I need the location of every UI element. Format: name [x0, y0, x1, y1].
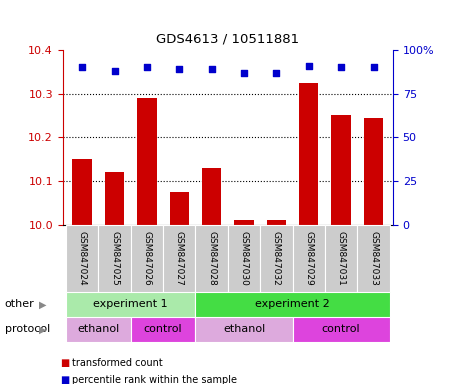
Text: experiment 2: experiment 2 [255, 299, 330, 310]
Text: ■: ■ [60, 358, 70, 368]
Text: control: control [144, 324, 182, 334]
Bar [163, 225, 195, 292]
Bar [195, 292, 390, 317]
Point [111, 68, 118, 74]
Text: control: control [322, 324, 360, 334]
Bar [66, 292, 195, 317]
Point [176, 66, 183, 72]
Bar [332, 116, 351, 225]
Text: GSM847029: GSM847029 [304, 231, 313, 286]
Text: ▶: ▶ [39, 299, 46, 310]
Bar [202, 168, 221, 225]
Bar [137, 98, 157, 225]
Title: GDS4613 / 10511881: GDS4613 / 10511881 [156, 33, 299, 46]
Text: GSM847026: GSM847026 [142, 231, 152, 286]
Text: other: other [5, 299, 34, 310]
Bar [195, 225, 228, 292]
Text: GSM847027: GSM847027 [175, 231, 184, 286]
Text: GSM847030: GSM847030 [239, 231, 248, 286]
Text: GSM847024: GSM847024 [78, 231, 86, 286]
Point [305, 63, 312, 69]
Text: GSM847031: GSM847031 [337, 231, 345, 286]
Text: ■: ■ [60, 375, 70, 384]
Text: GSM847032: GSM847032 [272, 231, 281, 286]
Bar [131, 317, 195, 342]
Bar [292, 317, 390, 342]
Point [370, 65, 377, 71]
Text: percentile rank within the sample: percentile rank within the sample [72, 375, 237, 384]
Point [272, 70, 280, 76]
Text: GSM847028: GSM847028 [207, 231, 216, 286]
Text: GSM847033: GSM847033 [369, 231, 378, 286]
Bar [131, 225, 163, 292]
Bar [66, 225, 99, 292]
Bar [99, 225, 131, 292]
Text: transformed count: transformed count [72, 358, 163, 368]
Text: protocol: protocol [5, 324, 50, 334]
Point [79, 65, 86, 71]
Point [240, 70, 248, 76]
Point [208, 66, 215, 72]
Bar [234, 220, 254, 225]
Text: ▶: ▶ [39, 324, 46, 334]
Bar [105, 172, 124, 225]
Text: experiment 1: experiment 1 [93, 299, 168, 310]
Bar [66, 317, 131, 342]
Bar [195, 317, 292, 342]
Text: ethanol: ethanol [77, 324, 120, 334]
Text: ethanol: ethanol [223, 324, 265, 334]
Bar [299, 83, 319, 225]
Bar [170, 192, 189, 225]
Bar [260, 225, 292, 292]
Point [143, 65, 151, 71]
Bar [325, 225, 357, 292]
Point [338, 65, 345, 71]
Bar [228, 225, 260, 292]
Bar [364, 118, 383, 225]
Bar [357, 225, 390, 292]
Bar [73, 159, 92, 225]
Bar [267, 220, 286, 225]
Text: GSM847025: GSM847025 [110, 231, 119, 286]
Bar [292, 225, 325, 292]
